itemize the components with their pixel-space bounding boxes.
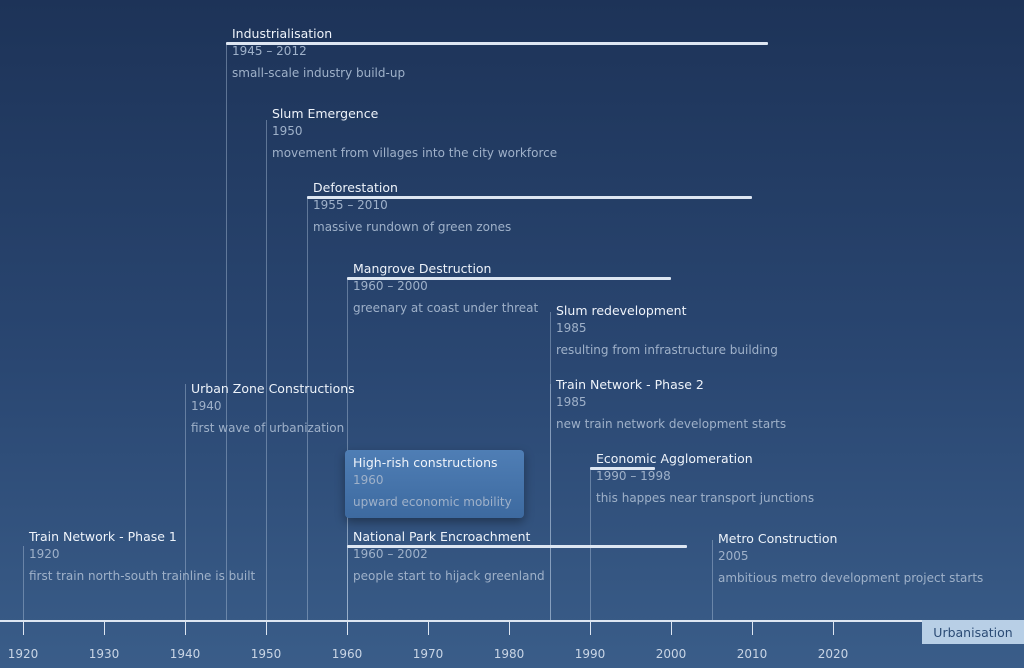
event-connector-line xyxy=(226,44,227,620)
event-description: first train north-south trainline is bui… xyxy=(29,569,256,583)
event-title: Slum Emergence xyxy=(272,106,379,121)
event-connector-line xyxy=(266,120,267,620)
event-date: 1960 – 2000 xyxy=(353,279,428,293)
event-title: Urban Zone Constructions xyxy=(191,381,355,396)
axis-tick-label: 1970 xyxy=(412,647,444,661)
event-title: Economic Agglomeration xyxy=(596,451,753,466)
event-date: 1945 – 2012 xyxy=(232,44,307,58)
event-title: Industrialisation xyxy=(232,26,333,41)
event-card: Urban Zone Constructions 1940 first wave o… xyxy=(191,381,355,436)
axis-tick-label: 1940 xyxy=(169,647,201,661)
axis-label: Urbanisation xyxy=(922,620,1024,644)
event-range-bar xyxy=(590,467,655,470)
event-title: Train Network - Phase 1 xyxy=(29,529,177,544)
event-date: 1960 – 2002 xyxy=(353,547,428,561)
axis-tick-label: 1920 xyxy=(7,647,39,661)
axis-tick xyxy=(590,622,591,635)
event-description: ambitious metro development project star… xyxy=(718,571,984,585)
event-connector-line xyxy=(307,198,308,620)
axis-tick-label: 1950 xyxy=(250,647,282,661)
event-connector-line xyxy=(23,546,24,620)
axis-tick xyxy=(833,622,834,635)
event-description: massive rundown of green zones xyxy=(313,220,512,234)
event-card: Metro Construction 2005 ambitious metro de… xyxy=(718,531,983,586)
event-date: 1985 xyxy=(556,321,587,335)
event-description: greenary at coast under threat xyxy=(353,301,539,315)
event-description: resulting from infrastructure building xyxy=(556,343,778,357)
event-date: 1940 xyxy=(191,399,222,413)
event-title: Train Network - Phase 2 xyxy=(556,377,704,392)
event-description: upward economic mobility xyxy=(353,495,512,509)
axis-tick xyxy=(185,622,186,635)
event-connector-line xyxy=(712,540,713,620)
event-connector-line xyxy=(185,384,186,620)
event-date: 1920 xyxy=(29,547,60,561)
axis-tick xyxy=(266,622,267,635)
event-connector-line xyxy=(347,546,348,620)
event-card: Deforestation 1955 – 2010 massive rundown … xyxy=(313,180,511,235)
event-title: Slum redevelopment xyxy=(556,303,687,318)
event-card: Economic Agglomeration 1990 – 1998 this ha… xyxy=(596,451,814,506)
event-card: Slum Emergence 1950 movement from villages… xyxy=(272,106,557,161)
event-date: 1990 – 1998 xyxy=(596,469,671,483)
axis-tick-label: 1960 xyxy=(331,647,363,661)
axis-tick-label: 1980 xyxy=(493,647,525,661)
event-title: Metro Construction xyxy=(718,531,838,546)
event-card: Slum redevelopment 1985 resulting from inf… xyxy=(556,303,778,358)
event-connector-line xyxy=(347,278,348,620)
event-connector-line xyxy=(550,312,551,620)
axis-tick xyxy=(428,622,429,635)
time-axis xyxy=(0,620,1024,622)
event-title: National Park Encroachment xyxy=(353,529,531,544)
event-description: people start to hijack greenland xyxy=(353,569,545,583)
event-description: new train network development starts xyxy=(556,417,787,431)
event-title: Mangrove Destruction xyxy=(353,261,492,276)
axis-tick-label: 2010 xyxy=(736,647,768,661)
axis-tick-label: 2020 xyxy=(817,647,849,661)
axis-tick xyxy=(347,622,348,635)
event-date: 2005 xyxy=(718,549,749,563)
axis-tick-label: 2000 xyxy=(655,647,687,661)
event-date: 1985 xyxy=(556,395,587,409)
event-card: Train Network - Phase 1 1920 first train n… xyxy=(29,529,255,584)
event-range-bar xyxy=(347,277,671,280)
axis-tick xyxy=(23,622,24,635)
event-title: Deforestation xyxy=(313,180,398,195)
axis-tick-label: 1990 xyxy=(574,647,606,661)
event-range-bar xyxy=(226,42,768,45)
event-date: 1950 xyxy=(272,124,303,138)
axis-tick xyxy=(671,622,672,635)
event-card: Mangrove Destruction 1960 – 2000 greenary … xyxy=(353,261,538,316)
axis-tick xyxy=(104,622,105,635)
event-card: Train Network - Phase 2 1985 new train net… xyxy=(556,377,786,432)
event-connector-line xyxy=(550,384,551,620)
event-description: movement from villages into the city wor… xyxy=(272,146,558,160)
event-description: this happes near transport junctions xyxy=(596,491,815,505)
event-range-bar xyxy=(307,196,752,199)
axis-tick xyxy=(509,622,510,635)
axis-tick xyxy=(752,622,753,635)
event-card-highlighted[interactable]: High-rish constructions 1960 upward econom… xyxy=(345,450,524,518)
axis-tick-label: 1930 xyxy=(88,647,120,661)
event-connector-line xyxy=(590,468,591,620)
event-connector-line xyxy=(347,460,348,620)
event-description: first wave of urbanization xyxy=(191,421,345,435)
event-card: Industrialisation 1945 – 2012 small-scale … xyxy=(232,26,405,81)
event-card: National Park Encroachment 1960 – 2002 peo… xyxy=(353,529,545,584)
event-date: 1955 – 2010 xyxy=(313,198,388,212)
event-range-bar xyxy=(347,545,687,548)
event-date: 1960 xyxy=(353,473,384,487)
event-description: small-scale industry build-up xyxy=(232,66,406,80)
event-title: High-rish constructions xyxy=(353,455,498,470)
